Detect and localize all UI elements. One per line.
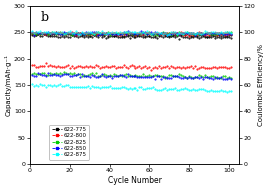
Y-axis label: Capacity/mAh·g⁻¹: Capacity/mAh·g⁻¹ bbox=[4, 54, 11, 116]
Y-axis label: Coulombic Efficiency/%: Coulombic Efficiency/% bbox=[258, 44, 264, 126]
X-axis label: Cycle Number: Cycle Number bbox=[107, 176, 161, 185]
Text: b: b bbox=[40, 11, 49, 24]
Legend: 622-775, 622-800, 622-825, 622-850, 622-875: 622-775, 622-800, 622-825, 622-850, 622-… bbox=[49, 125, 89, 160]
